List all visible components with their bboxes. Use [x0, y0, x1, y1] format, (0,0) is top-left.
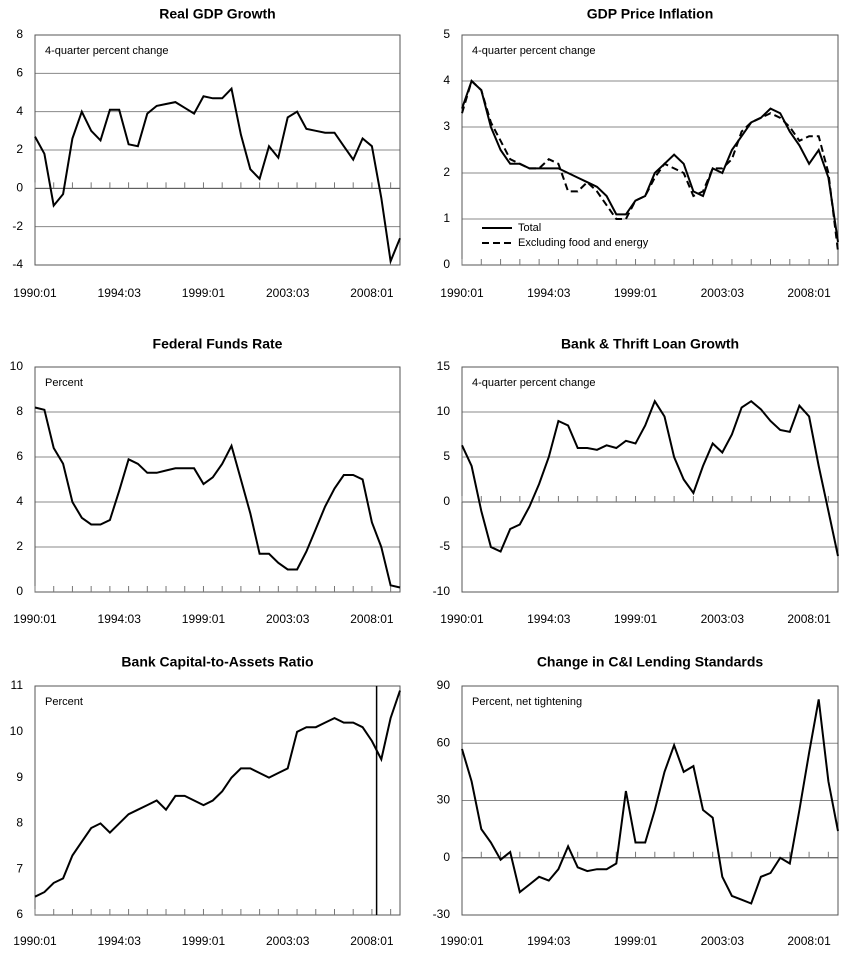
plot-frame — [34, 34, 401, 266]
data-line — [34, 406, 401, 589]
x-tick-label: 1999:01 — [182, 934, 226, 948]
data-line — [461, 79, 839, 252]
x-tick-label: 2008:01 — [787, 934, 831, 948]
y-tick-label: -10 — [433, 584, 451, 598]
data-line — [461, 79, 839, 243]
y-tick-label: 10 — [437, 404, 451, 418]
y-tick-label: 0 — [16, 584, 23, 598]
x-tick-label: 1999:01 — [182, 286, 226, 300]
data-line — [34, 690, 401, 898]
y-tick-label: 10 — [10, 724, 24, 738]
panel-note: Percent — [45, 377, 83, 389]
x-tick-label: 1990:01 — [440, 612, 484, 626]
x-tick-label: 1999:01 — [614, 612, 658, 626]
y-tick-label: 2 — [16, 539, 23, 553]
x-tick-label: 2008:01 — [787, 612, 831, 626]
data-line — [34, 86, 401, 265]
legend-label: Total — [518, 222, 541, 234]
x-tick-label: 2003:03 — [701, 934, 745, 948]
y-tick-label: 6 — [16, 449, 23, 463]
x-tick-label: 1990:01 — [440, 934, 484, 948]
x-tick-label: 2003:03 — [266, 934, 310, 948]
panel-note: Percent, net tightening — [472, 696, 582, 708]
y-tick-label: 0 — [16, 181, 23, 195]
x-tick-label: 1990:01 — [13, 286, 57, 300]
x-tick-label: 1994:03 — [527, 934, 571, 948]
x-tick-label: 2003:03 — [266, 612, 310, 626]
panel-note: 4-quarter percent change — [472, 45, 596, 57]
x-tick-label: 1994:03 — [98, 934, 142, 948]
chart-title: Bank Capital-to-Assets Ratio — [121, 654, 313, 670]
chart-title: Federal Funds Rate — [153, 336, 283, 352]
data-line — [461, 399, 839, 557]
legend-label: Excluding food and energy — [518, 237, 649, 249]
chart-title: Change in C&I Lending Standards — [537, 654, 764, 670]
y-tick-label: 15 — [437, 359, 451, 373]
y-tick-label: 60 — [437, 735, 451, 749]
x-tick-label: 2008:01 — [350, 934, 394, 948]
chart-title: Real GDP Growth — [159, 6, 275, 22]
x-tick-label: 1994:03 — [527, 286, 571, 300]
y-tick-label: 8 — [16, 404, 23, 418]
y-tick-label: 5 — [443, 449, 450, 463]
x-tick-label: 2008:01 — [350, 612, 394, 626]
y-tick-label: -4 — [12, 257, 23, 271]
y-tick-label: 4 — [443, 73, 450, 87]
y-tick-label: 7 — [16, 861, 23, 875]
y-tick-label: 6 — [16, 66, 23, 80]
y-tick-label: 0 — [443, 850, 450, 864]
chart-title: Bank & Thrift Loan Growth — [561, 336, 739, 352]
y-tick-label: 2 — [16, 142, 23, 156]
y-tick-label: -2 — [12, 219, 23, 233]
y-tick-label: 8 — [16, 816, 23, 830]
y-tick-label: 4 — [16, 494, 23, 508]
y-tick-label: 0 — [443, 494, 450, 508]
x-tick-label: 2003:03 — [266, 286, 310, 300]
x-tick-label: 1994:03 — [527, 612, 571, 626]
y-tick-label: 6 — [16, 907, 23, 921]
x-tick-label: 1990:01 — [13, 934, 57, 948]
panel-note: 4-quarter percent change — [472, 377, 596, 389]
y-tick-label: -30 — [433, 907, 451, 921]
plot-frame — [461, 366, 839, 593]
y-tick-label: 3 — [443, 119, 450, 133]
x-tick-label: 2008:01 — [787, 286, 831, 300]
plot-frame — [461, 685, 839, 916]
x-tick-label: 1990:01 — [440, 286, 484, 300]
panel-note: Percent — [45, 696, 83, 708]
panel-note: 4-quarter percent change — [45, 45, 169, 57]
y-tick-label: -5 — [439, 539, 450, 553]
y-tick-label: 2 — [443, 165, 450, 179]
y-tick-label: 5 — [443, 27, 450, 41]
y-tick-label: 8 — [16, 27, 23, 41]
chart-title: GDP Price Inflation — [587, 6, 714, 22]
y-tick-label: 1 — [443, 211, 450, 225]
x-tick-label: 1990:01 — [13, 612, 57, 626]
x-tick-label: 2003:03 — [701, 286, 745, 300]
x-tick-label: 1999:01 — [182, 612, 226, 626]
x-tick-label: 1999:01 — [614, 934, 658, 948]
y-tick-label: 9 — [16, 770, 23, 784]
x-tick-label: 1994:03 — [98, 286, 142, 300]
data-line — [461, 699, 839, 905]
x-tick-label: 1999:01 — [614, 286, 658, 300]
x-tick-label: 2003:03 — [701, 612, 745, 626]
y-tick-label: 30 — [437, 793, 451, 807]
y-tick-label: 10 — [10, 359, 24, 373]
y-tick-label: 90 — [437, 678, 451, 692]
plot-frame — [34, 366, 401, 593]
x-tick-label: 2008:01 — [350, 286, 394, 300]
plot-frame — [34, 685, 401, 916]
y-tick-label: 11 — [11, 678, 24, 692]
y-tick-label: 0 — [443, 257, 450, 271]
y-tick-label: 4 — [16, 104, 23, 118]
x-tick-label: 1994:03 — [98, 612, 142, 626]
